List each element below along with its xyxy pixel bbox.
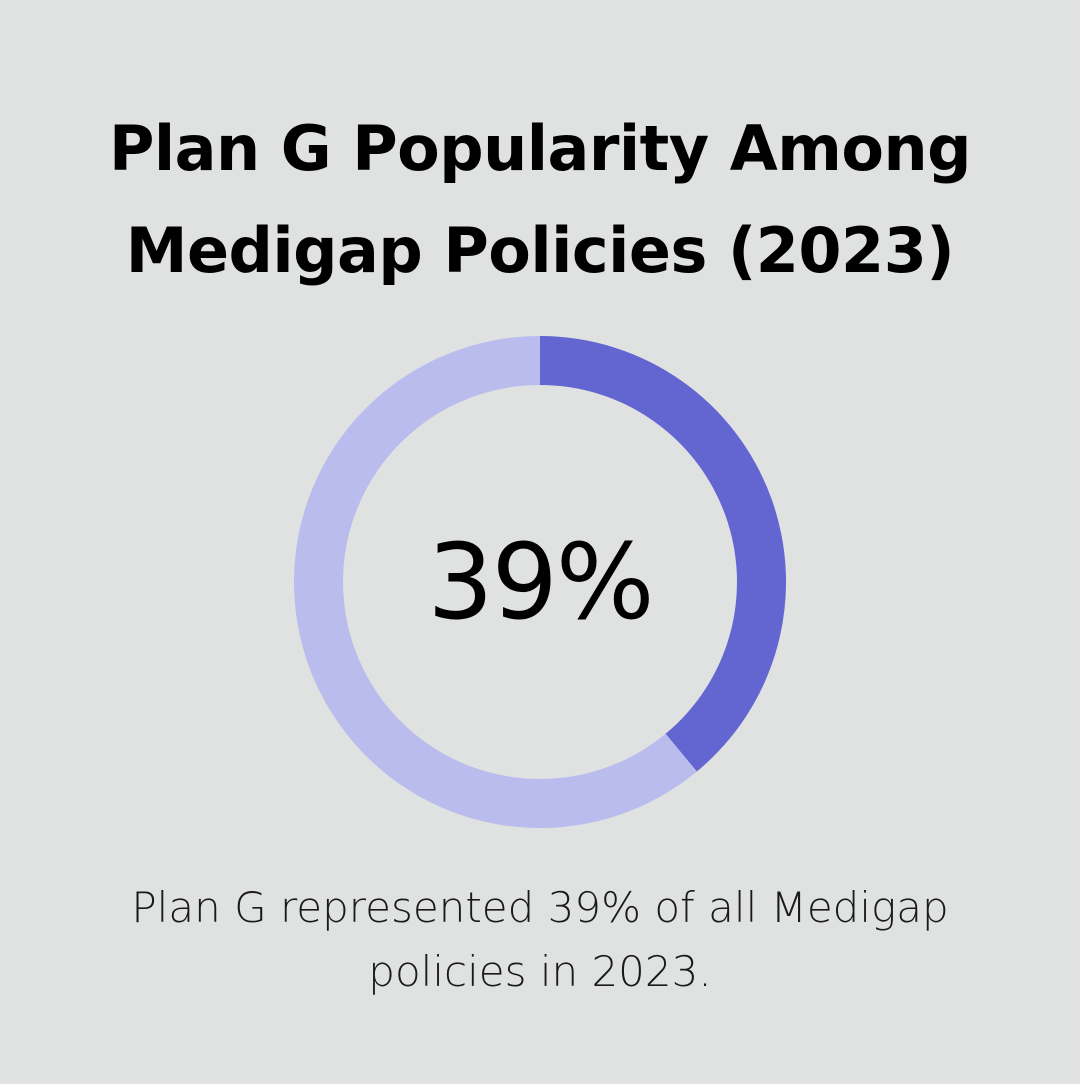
- chart-title-line-2: Medigap Policies (2023): [125, 214, 955, 287]
- donut-center-value: 39%: [427, 521, 654, 643]
- chart-title: Plan G Popularity Among Medigap Policies…: [40, 98, 1040, 302]
- donut-slice-plan-g: [540, 336, 786, 772]
- chart-caption-line-2: policies in 2023.: [368, 947, 712, 996]
- donut-chart: 39%: [294, 336, 786, 828]
- donut-svg: [294, 336, 786, 828]
- donut-slice-other-plans: [294, 336, 697, 828]
- chart-title-line-1: Plan G Popularity Among: [108, 112, 972, 185]
- chart-caption: Plan G represented 39% of all Medigap po…: [80, 876, 1000, 1004]
- chart-caption-line-1: Plan G represented 39% of all Medigap: [131, 883, 949, 932]
